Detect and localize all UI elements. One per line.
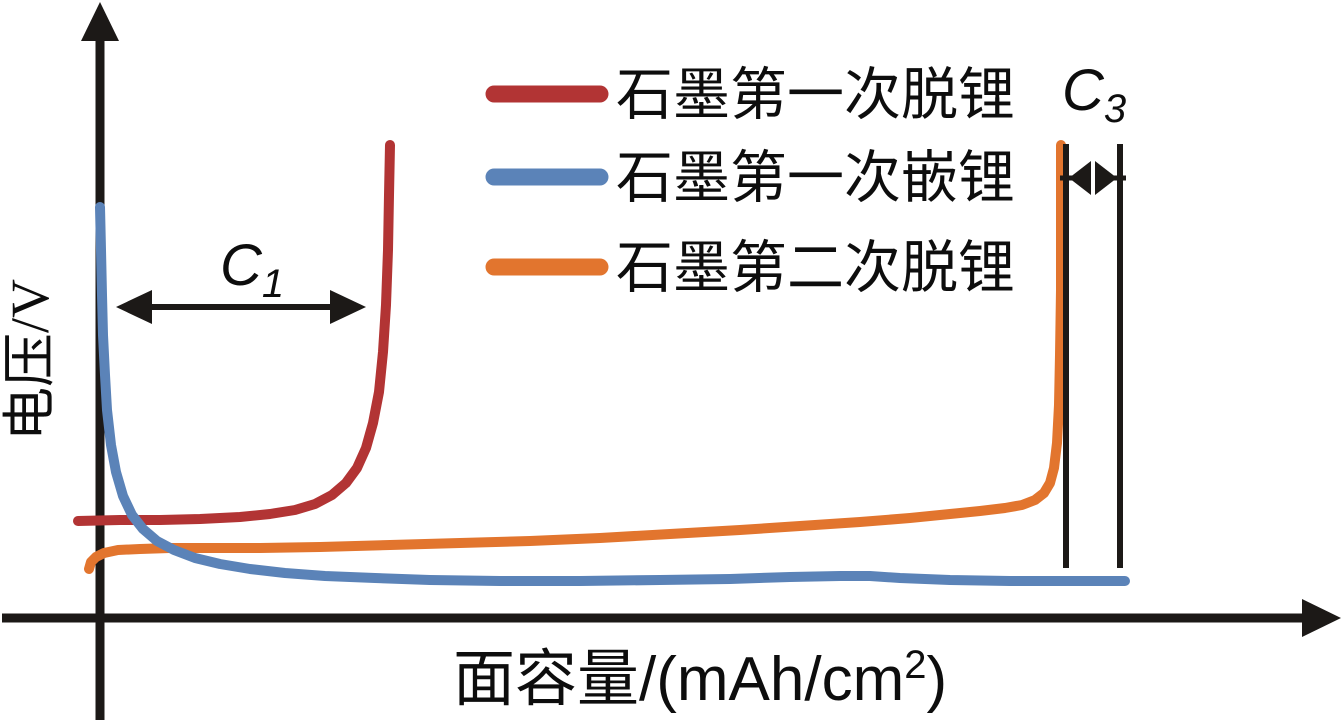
- c3-arrowhead-right: [1095, 161, 1117, 195]
- curves: [73, 140, 1130, 586]
- c3-arrowhead-left: [1069, 161, 1091, 195]
- c1-arrowhead-right: [330, 290, 366, 324]
- x-axis-label: 面容量/(mAh/cm2): [453, 643, 947, 714]
- c1-label: C1: [220, 233, 284, 306]
- legend-label-first-delithiation: 石墨第一次脱锂: [616, 64, 1015, 127]
- c1-arrowhead-left: [116, 290, 152, 324]
- legend-label-first-lithiation: 石墨第一次嵌锂: [616, 147, 1015, 210]
- y-axis-label: 电压/V: [0, 279, 60, 441]
- x-axis-arrowhead: [1302, 599, 1341, 637]
- curve-second-delithiation: [84, 140, 1066, 574]
- annotations: [116, 144, 1126, 568]
- curve-first-lithiation: [95, 202, 1130, 586]
- c3-label: C3: [1062, 58, 1126, 131]
- legend-label-second-delithiation: 石墨第二次脱锂: [616, 237, 1015, 300]
- curve-first-delithiation: [73, 140, 395, 526]
- y-axis-arrowhead: [81, 2, 119, 41]
- legend: 石墨第一次脱锂 石墨第一次嵌锂 石墨第二次脱锂: [485, 64, 1015, 300]
